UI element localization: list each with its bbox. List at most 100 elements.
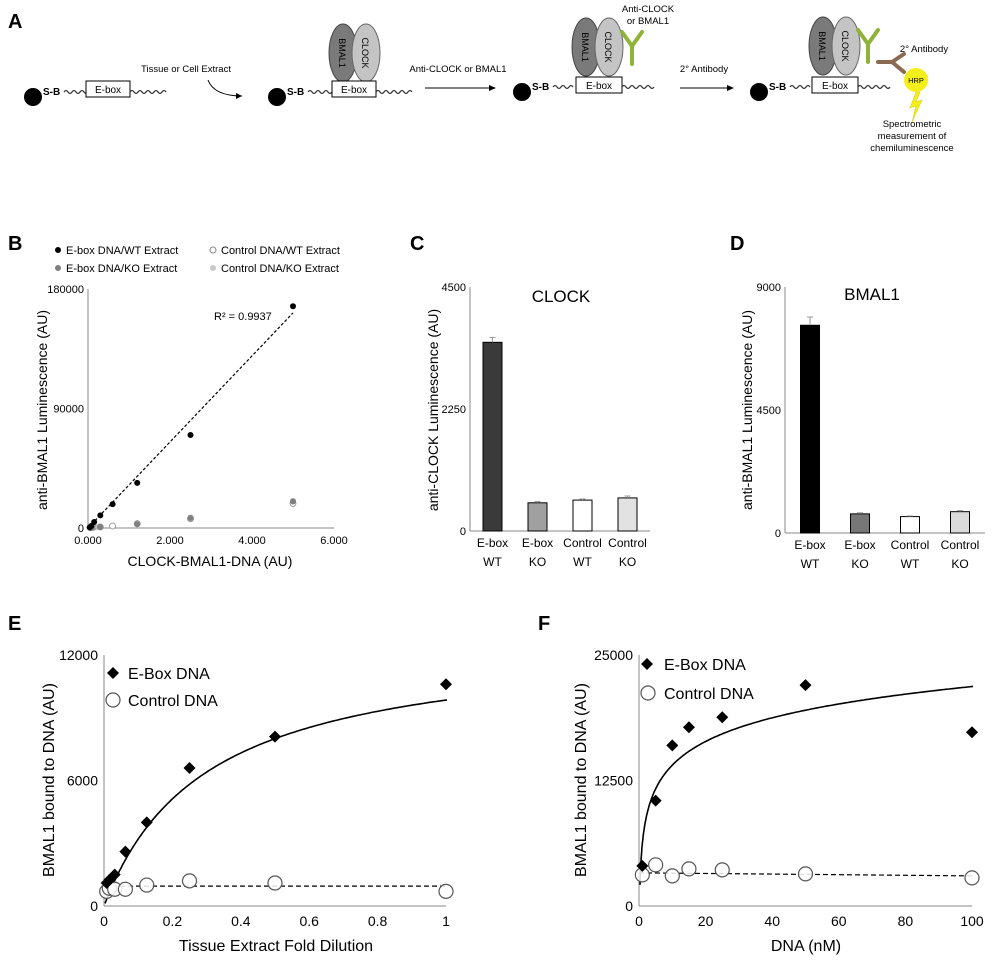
y-tick-label: 0 bbox=[90, 898, 98, 914]
data-point-control bbox=[181, 873, 198, 889]
x-tick-label: KO bbox=[529, 555, 546, 569]
dna-strand bbox=[63, 89, 89, 95]
x-tick-label: E-box bbox=[522, 536, 553, 550]
chart-e-plot: 0 6000 12000 0 0.2 0.4 0.6 0.8 1 bbox=[59, 647, 454, 929]
y-tick-label: 6000 bbox=[67, 773, 98, 789]
readout-line-3: chemiluminescence bbox=[870, 143, 953, 154]
data-point bbox=[97, 512, 104, 519]
x-tick-label: WT bbox=[573, 555, 592, 569]
ebox-box bbox=[575, 76, 623, 94]
x-tick-label: 4.000 bbox=[238, 535, 266, 547]
legend-label: Control DNA/WT Extract bbox=[221, 245, 340, 257]
ebox-label: E-box bbox=[586, 81, 612, 92]
sb-label: S-B bbox=[769, 82, 786, 93]
chart-f-plot: 0 12500 25000 0 20 40 60 80 100 bbox=[594, 647, 984, 929]
sb-label: S-B bbox=[287, 87, 304, 98]
legend-label: E-box DNA/WT Extract bbox=[66, 245, 178, 257]
panel-d-letter: D bbox=[730, 233, 744, 255]
data-point bbox=[290, 498, 296, 505]
chart-title: CLOCK bbox=[532, 287, 591, 306]
legend-b: E-box DNA/WT Extract E-box DNA/KO Extrac… bbox=[55, 245, 340, 275]
stage-3: S-B BMAL1 CLOCK Anti-CLOCK or BMAL1 E-bo… bbox=[513, 4, 675, 101]
dna-strand bbox=[621, 84, 655, 90]
y-tick-label: 9000 bbox=[757, 282, 781, 294]
chart-b-plot: 0 90000 180000 0.000 2.000 4.000 6.000 bbox=[47, 284, 347, 547]
data-point-ebox bbox=[716, 711, 729, 724]
x-tick-label: 0.8 bbox=[368, 913, 388, 929]
bmal1-label: BMAL1 bbox=[817, 31, 827, 61]
panel-a-letter: A bbox=[8, 11, 22, 33]
clock-label: CLOCK bbox=[360, 37, 370, 68]
x-tick-label: WT bbox=[801, 557, 820, 571]
legend-marker-circle bbox=[105, 692, 121, 708]
fit-curve bbox=[639, 685, 974, 885]
data-point bbox=[290, 303, 296, 310]
data-point-control bbox=[797, 866, 814, 882]
legend-marker-circle bbox=[640, 685, 656, 701]
data-point-ebox bbox=[183, 761, 196, 774]
panel-a: A S-B E-box Tissue or Cell Extract S-B B… bbox=[8, 4, 954, 154]
x-axis-label: CLOCK-BMAL1-DNA (AU) bbox=[128, 553, 293, 569]
x-tick-label: E-box bbox=[477, 536, 508, 550]
x-tick-label: WT bbox=[901, 557, 920, 571]
data-point bbox=[109, 522, 116, 530]
y-tick-label: 12000 bbox=[59, 647, 98, 663]
bar bbox=[900, 516, 920, 534]
legend-label: E-box DNA/KO Extract bbox=[66, 263, 177, 275]
legend-marker bbox=[209, 246, 217, 254]
bead bbox=[24, 88, 42, 106]
data-point-control bbox=[664, 868, 680, 884]
y-tick-label: 4500 bbox=[757, 405, 781, 417]
panel-c-letter: C bbox=[410, 233, 424, 255]
secondary-antibody-icon bbox=[876, 52, 906, 74]
legend-label: E-Box DNA bbox=[128, 666, 210, 683]
data-point bbox=[97, 523, 104, 530]
y-tick-label: 180000 bbox=[47, 284, 84, 296]
data-point-ebox bbox=[649, 794, 662, 807]
bead bbox=[750, 83, 768, 101]
dna-strand bbox=[375, 89, 413, 95]
sb-label: S-B bbox=[532, 82, 549, 93]
legend-e: E-Box DNA Control DNA bbox=[105, 666, 218, 710]
r2-label: R² = 0.9937 bbox=[214, 311, 272, 323]
chart-title: BMAL1 bbox=[844, 285, 900, 304]
data-point-ebox bbox=[966, 726, 978, 739]
fit-curve bbox=[104, 699, 448, 904]
bar bbox=[572, 499, 593, 532]
x-tick-label: E-box bbox=[844, 538, 875, 552]
x-tick-label: 0 bbox=[100, 913, 108, 929]
data-point-control bbox=[964, 870, 980, 886]
x-tick-label: Control bbox=[563, 536, 602, 550]
step-4-arrowhead bbox=[727, 85, 734, 91]
data-point-ebox bbox=[108, 868, 121, 881]
y-tick-label: 0 bbox=[460, 526, 466, 538]
x-tick-label: Control bbox=[608, 536, 647, 550]
ebox-box bbox=[811, 76, 859, 94]
panel-f: F 0 12500 25000 0 20 40 60 80 100 E-Box DNA Cont… bbox=[538, 613, 984, 955]
dna-strand bbox=[307, 89, 333, 95]
step-2-label: Anti-CLOCK or BMAL1 bbox=[409, 64, 506, 75]
dna-strand bbox=[789, 84, 811, 90]
y-tick-label: 0 bbox=[625, 898, 633, 914]
x-tick-label: 1 bbox=[442, 913, 450, 929]
step-2-arrowhead bbox=[489, 85, 496, 91]
legend-marker bbox=[55, 265, 61, 271]
x-tick-label: KO bbox=[951, 557, 968, 571]
ebox-label: E-box bbox=[822, 81, 848, 92]
stage-4: S-B BMAL1 CLOCK 2° Antibody HRP E-box bbox=[750, 16, 954, 154]
hrp-enzyme bbox=[904, 68, 928, 92]
data-point bbox=[134, 479, 141, 486]
data-point-ebox bbox=[682, 721, 695, 734]
hrp-flash-icon bbox=[909, 91, 923, 123]
bead bbox=[268, 88, 286, 106]
bar bbox=[527, 502, 548, 532]
panel-b-letter: B bbox=[8, 233, 22, 255]
data-point-ebox bbox=[666, 739, 679, 752]
stage-1: S-B E-box bbox=[24, 80, 167, 106]
data-point-control bbox=[714, 862, 730, 878]
x-tick-label: Control bbox=[891, 538, 930, 552]
ebox-box bbox=[85, 80, 131, 98]
x-tick-label: 6.000 bbox=[320, 535, 348, 547]
bmal1-label: BMAL1 bbox=[337, 38, 347, 68]
